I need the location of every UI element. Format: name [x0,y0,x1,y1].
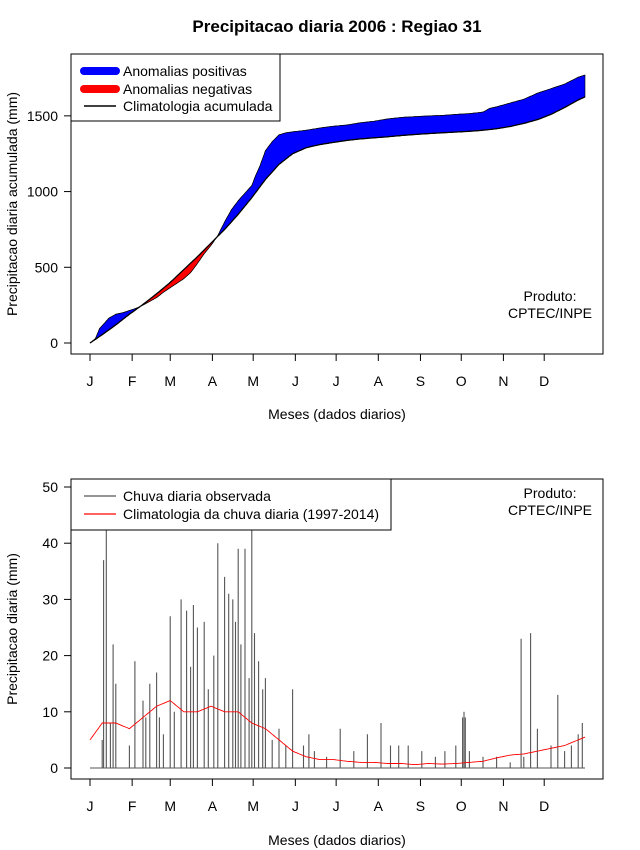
y-axis-label-bottom: Precipitacao diaria (mm) [4,553,20,705]
climatology-daily-line [89,700,586,766]
chart-title: Precipitacao diaria 2006 : Regiao 31 [192,17,481,36]
x-tick-bottom: M [247,779,259,814]
y-tick-top: 1500 [27,108,71,124]
y-tick-bottom: 10 [42,704,71,720]
y-tick-label-bottom: 20 [42,648,58,664]
plot-frame-top [70,53,604,355]
x-tick-bottom: D [539,779,549,814]
x-tick-bottom: F [128,779,137,814]
y-axis-bottom: 0 10 20 30 40 50 [42,479,71,776]
x-tick-label-top: A [208,373,218,389]
observed-cumulative-line [89,74,586,344]
x-tick-bottom: A [208,779,218,814]
x-tick-label-bottom: F [128,798,137,814]
x-tick-top: N [498,354,508,389]
x-axis-label-bottom: Meses (dados diarios) [268,832,406,848]
x-tick-top: A [374,354,384,389]
x-axis-label-top: Meses (dados diarios) [268,406,406,422]
x-tick-label-top: J [333,373,340,389]
y-tick-label-top: 500 [35,259,59,275]
y-tick-label-top: 0 [50,335,58,351]
y-tick-bottom: 20 [42,648,71,664]
x-tick-label-bottom: M [164,798,176,814]
y-tick-label-bottom: 40 [42,535,58,551]
y-tick-top: 500 [35,259,71,275]
x-tick-label-top: M [247,373,259,389]
x-tick-label-bottom: J [87,798,94,814]
legend-observed-label: Chuva diaria observada [123,488,271,504]
y-tick-bottom: 30 [42,591,71,607]
x-tick-bottom: N [498,779,508,814]
x-tick-top: O [456,354,467,389]
y-axis-top: 0 500 1000 1500 [27,108,71,351]
x-tick-label-top: D [539,373,549,389]
x-tick-label-top: O [456,373,467,389]
x-tick-top: S [416,354,425,389]
y-tick-label-bottom: 0 [50,760,58,776]
x-tick-label-top: M [164,373,176,389]
x-tick-top: J [87,354,94,389]
daily-panel: 0 10 20 30 40 50 J F M A M J J A S O N D Meses (dados di… [4,478,604,848]
x-tick-top: J [292,354,299,389]
cumulative-panel: 0 500 1000 1500 J F M A M J J A S O N D Meses (dados d… [4,53,604,422]
product-note-line1-top: Produto: [524,288,577,304]
x-tick-bottom: A [374,779,384,814]
x-tick-label-bottom: A [208,798,218,814]
x-tick-top: A [208,354,218,389]
x-tick-label-top: J [87,373,94,389]
x-tick-label-top: S [416,373,425,389]
x-tick-label-top: A [374,373,384,389]
product-note-line1-bottom: Produto: [524,485,577,501]
climatology-cumulative-line [89,96,586,344]
x-tick-top: J [333,354,340,389]
x-tick-bottom: M [164,779,176,814]
x-tick-label-top: J [292,373,299,389]
x-tick-bottom: J [87,779,94,814]
y-tick-top: 0 [50,335,71,351]
x-tick-label-bottom: A [374,798,384,814]
product-note-line2-bottom: CPTEC/INPE [508,502,592,518]
y-tick-bottom: 50 [42,479,71,495]
legend-negative-label: Anomalias negativas [123,81,252,97]
legend-clim-daily-label: Climatologia da chuva diaria (1997-2014) [123,506,379,522]
x-tick-label-top: F [128,373,137,389]
x-tick-label-bottom: D [539,798,549,814]
legend-climatology-label: Climatologia acumulada [123,98,273,114]
x-tick-label-bottom: O [456,798,467,814]
x-tick-bottom: O [456,779,467,814]
x-tick-top: F [128,354,137,389]
legend-positive-label: Anomalias positivas [123,63,247,79]
y-tick-label-top: 1000 [27,184,58,200]
x-tick-label-bottom: S [416,798,425,814]
legend-top: Anomalias positivas Anomalias negativas … [70,53,281,122]
x-tick-top: M [247,354,259,389]
legend-bottom: Chuva diaria observada Climatologia da c… [70,478,392,531]
y-tick-label-bottom: 50 [42,479,58,495]
x-tick-top: M [164,354,176,389]
y-tick-label-top: 1500 [27,108,58,124]
observed-daily-bars [90,515,585,769]
x-tick-bottom: S [416,779,425,814]
y-tick-bottom: 40 [42,535,71,551]
x-tick-label-top: N [498,373,508,389]
legend-box-bottom [70,478,392,531]
y-tick-top: 1000 [27,184,71,200]
y-tick-label-bottom: 30 [42,591,58,607]
x-tick-label-bottom: M [247,798,259,814]
y-axis-label-top: Precipitacao diaria acumulada (mm) [4,92,20,316]
x-tick-label-bottom: J [292,798,299,814]
x-tick-label-bottom: N [498,798,508,814]
x-tick-bottom: J [333,779,340,814]
product-note-line2-top: CPTEC/INPE [508,305,592,321]
x-tick-bottom: J [292,779,299,814]
x-tick-label-bottom: J [333,798,340,814]
y-tick-label-bottom: 10 [42,704,58,720]
y-tick-bottom: 0 [50,760,71,776]
x-tick-top: D [539,354,549,389]
